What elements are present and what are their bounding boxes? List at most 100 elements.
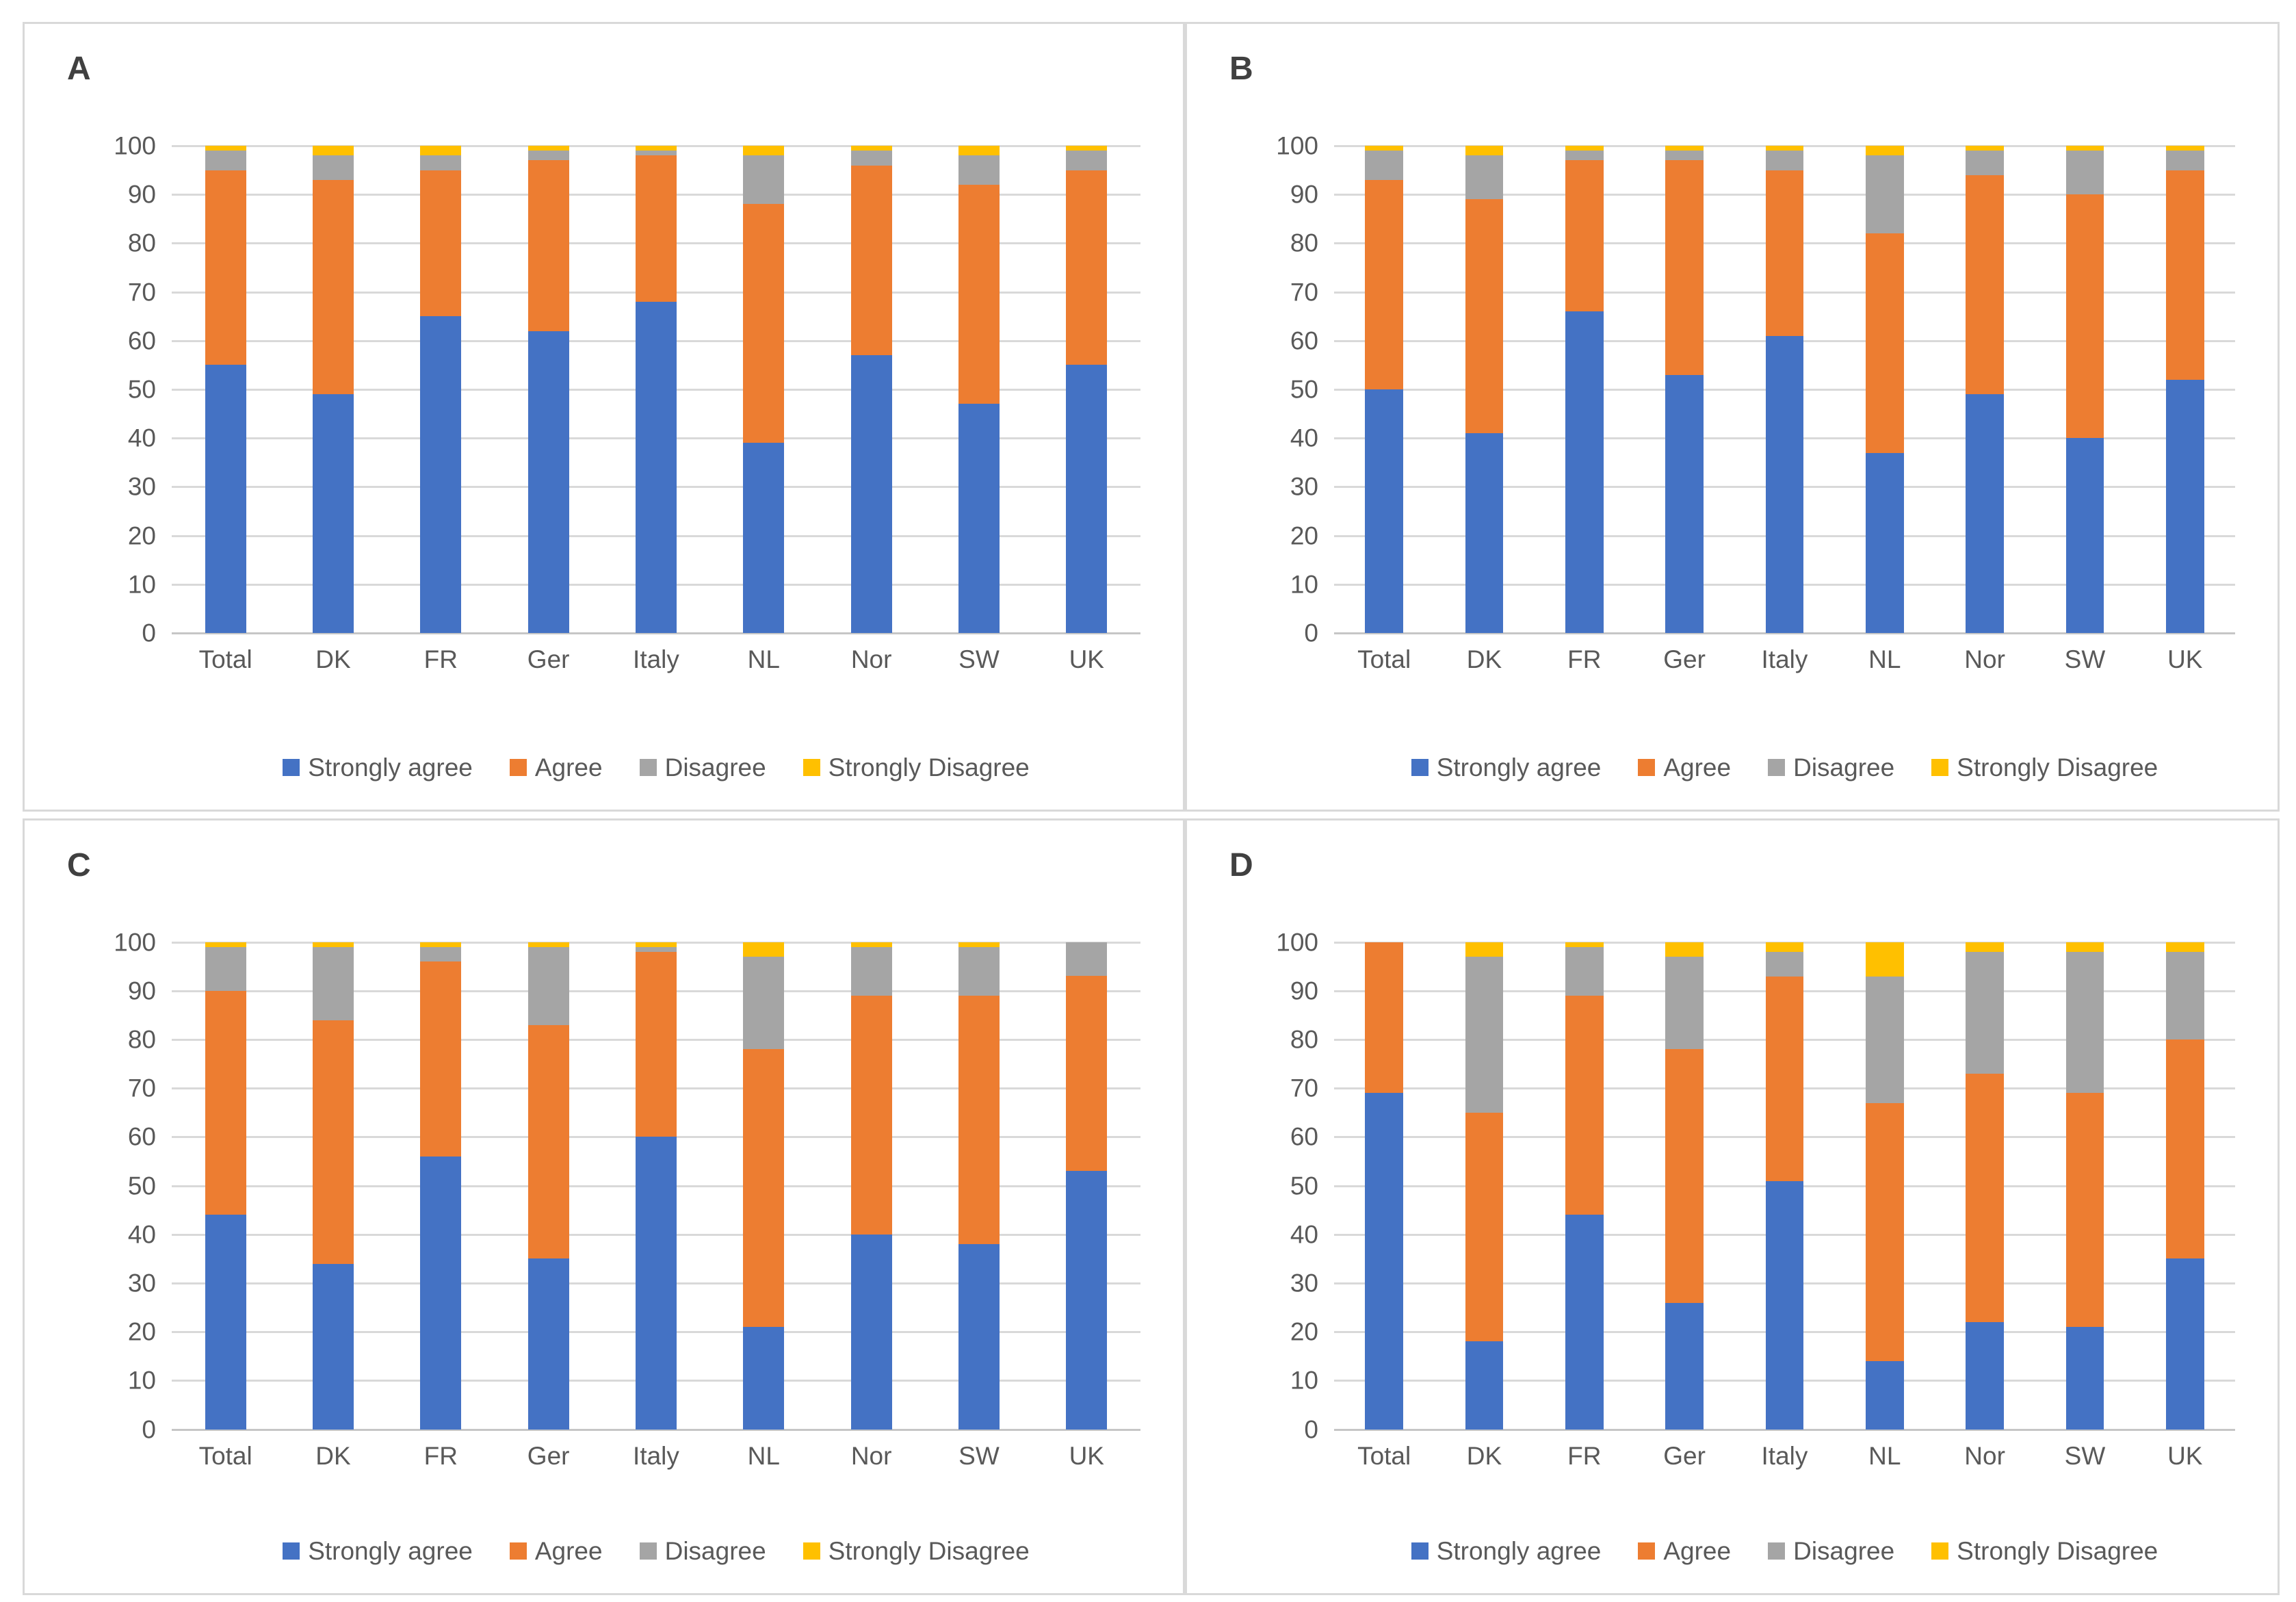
x-axis-labels-b: Total DK FR Ger Italy NL Nor SW UK: [1334, 645, 2235, 674]
x-tick-label-sw: SW: [2064, 645, 2106, 673]
bar-segment-strongly-agree: [313, 1263, 354, 1430]
bar-segment-disagree: [1465, 957, 1504, 1113]
bar-segment-strongly-disagree: [636, 942, 677, 947]
stacked-bar-sw: [2065, 942, 2104, 1430]
bar-segment-strongly-disagree: [420, 146, 462, 156]
bar-segment-agree: [1066, 976, 1108, 1172]
bar-slot-dk: [1434, 146, 1534, 633]
stacked-bar-italy: [1765, 146, 1804, 633]
bar-segment-agree: [636, 951, 677, 1137]
legend-item-disagree: Disagree: [639, 1537, 766, 1566]
stacked-bar-dk: [313, 146, 354, 633]
y-tick-label-10: 10: [127, 1366, 156, 1395]
legend-label-strongly-agree: Strongly agree: [1436, 753, 1602, 781]
bar-slot-nor: [1935, 942, 2035, 1430]
bar-segment-agree: [1966, 1073, 2004, 1323]
bar-segment-strongly-disagree: [1765, 942, 1804, 952]
bar-segment-agree: [527, 160, 569, 331]
legend-item-disagree: Disagree: [639, 753, 766, 782]
bar-segment-disagree: [2065, 951, 2104, 1094]
x-tick-label-uk: UK: [2167, 1441, 2203, 1470]
bar-segment-strongly-agree: [1066, 365, 1108, 633]
x-tick-label-nl: NL: [747, 645, 780, 673]
bar-segment-strongly-agree: [2165, 379, 2204, 633]
x-tick-label-ger: Ger: [1663, 1441, 1706, 1470]
legend-b: Strongly agree Agree Disagree Strongly Disa…: [1334, 753, 2235, 782]
y-tick-label-0: 0: [1304, 1415, 1318, 1444]
y-tick-label-60: 60: [1290, 326, 1318, 355]
legend-a: Strongly agree Agree Disagree Strongly Disa…: [172, 753, 1140, 782]
legend-swatch-strongly-agree-icon: [283, 1542, 300, 1560]
bar-slot-italy: [602, 146, 709, 633]
y-tick-label-50: 50: [127, 375, 156, 404]
legend-swatch-disagree-icon: [1768, 1542, 1786, 1560]
x-tick-label-total: Total: [198, 1441, 252, 1470]
bar-segment-strongly-agree: [205, 365, 246, 633]
stacked-bar-fr: [420, 942, 462, 1430]
bar-segment-disagree: [1865, 976, 1904, 1103]
bar-segment-strongly-agree: [205, 1215, 246, 1430]
bar-segment-disagree: [527, 946, 569, 1025]
stacked-bar-italy: [636, 146, 677, 633]
bar-segment-strongly-agree: [1565, 1215, 1604, 1430]
x-tick-label-fr: FR: [1567, 1441, 1602, 1470]
legend-label-strongly-disagree: Strongly Disagree: [828, 1536, 1030, 1565]
legend-swatch-strongly-agree-icon: [1411, 759, 1429, 777]
bar-segment-agree: [205, 990, 246, 1215]
legend-label-agree: Agree: [534, 1536, 603, 1565]
bar-segment-strongly-disagree: [205, 942, 246, 947]
y-tick-label-60: 60: [127, 1122, 156, 1151]
bar-groups-a: [172, 146, 1140, 633]
legend-swatch-disagree-icon: [1768, 759, 1786, 777]
legend-label-strongly-agree: Strongly agree: [308, 1536, 473, 1565]
legend-swatch-agree-icon: [509, 1542, 527, 1560]
bar-segment-disagree: [1565, 946, 1604, 996]
bar-segment-strongly-disagree: [1865, 942, 1904, 977]
stacked-bar-fr: [1565, 942, 1604, 1430]
bar-slot-fr: [387, 146, 495, 633]
x-tick-label-italy: Italy: [1761, 645, 1808, 673]
bar-segment-disagree: [1066, 151, 1108, 170]
y-tick-label-100: 100: [1276, 131, 1318, 160]
y-tick-label-80: 80: [127, 229, 156, 257]
bar-segment-disagree: [205, 151, 246, 170]
bar-segment-disagree: [1865, 155, 1904, 234]
x-tick-label-italy: Italy: [1761, 1441, 1808, 1470]
x-tick-label-total: Total: [1357, 1441, 1411, 1470]
bar-slot-italy: [1734, 146, 1834, 633]
x-axis-labels-d: Total DK FR Ger Italy NL Nor SW UK: [1334, 1442, 2235, 1471]
y-axis-b: 100 90 80 70 60 50 40 30 20 10 0: [1187, 133, 1318, 646]
legend-c: Strongly agree Agree Disagree Strongly Disa…: [172, 1537, 1140, 1566]
y-tick-label-80: 80: [127, 1025, 156, 1054]
bar-segment-strongly-disagree: [743, 146, 785, 156]
bar-slot-uk: [1033, 942, 1140, 1430]
bar-segment-strongly-disagree: [636, 146, 677, 151]
x-axis-line: [1333, 1428, 2235, 1431]
x-tick-label-nor: Nor: [850, 1441, 892, 1470]
bar-segment-disagree: [420, 946, 462, 962]
bar-segment-strongly-disagree: [1565, 146, 1604, 151]
bar-segment-disagree: [1365, 151, 1403, 180]
stacked-bar-ger: [527, 146, 569, 633]
bar-segment-strongly-agree: [958, 1244, 1000, 1430]
bar-segment-strongly-agree: [1765, 335, 1804, 633]
bar-segment-strongly-disagree: [527, 146, 569, 151]
bar-segment-strongly-disagree: [2065, 146, 2104, 151]
stacked-bar-sw: [2065, 146, 2104, 633]
bar-slot-total: [172, 942, 279, 1430]
bar-segment-agree: [313, 1020, 354, 1264]
legend-label-strongly-disagree: Strongly Disagree: [1957, 1536, 2158, 1565]
bar-segment-disagree: [743, 957, 785, 1050]
legend-item-strongly-agree: Strongly agree: [283, 753, 473, 782]
bar-segment-disagree: [1765, 951, 1804, 977]
stacked-bar-uk: [1066, 146, 1108, 633]
bar-segment-strongly-agree: [2065, 438, 2104, 633]
y-tick-label-20: 20: [1290, 1317, 1318, 1346]
bar-slot-italy: [602, 942, 709, 1430]
y-tick-label-30: 30: [127, 1269, 156, 1297]
y-tick-label-0: 0: [1304, 619, 1318, 647]
bar-segment-agree: [1565, 995, 1604, 1215]
figure-grid: A 100 90 80 70 60 50 40 30 20 10 0 Total DK FR Ger Italy…: [23, 22, 2280, 1595]
y-tick-label-80: 80: [1290, 229, 1318, 257]
legend-item-strongly-disagree: Strongly Disagree: [803, 753, 1030, 782]
